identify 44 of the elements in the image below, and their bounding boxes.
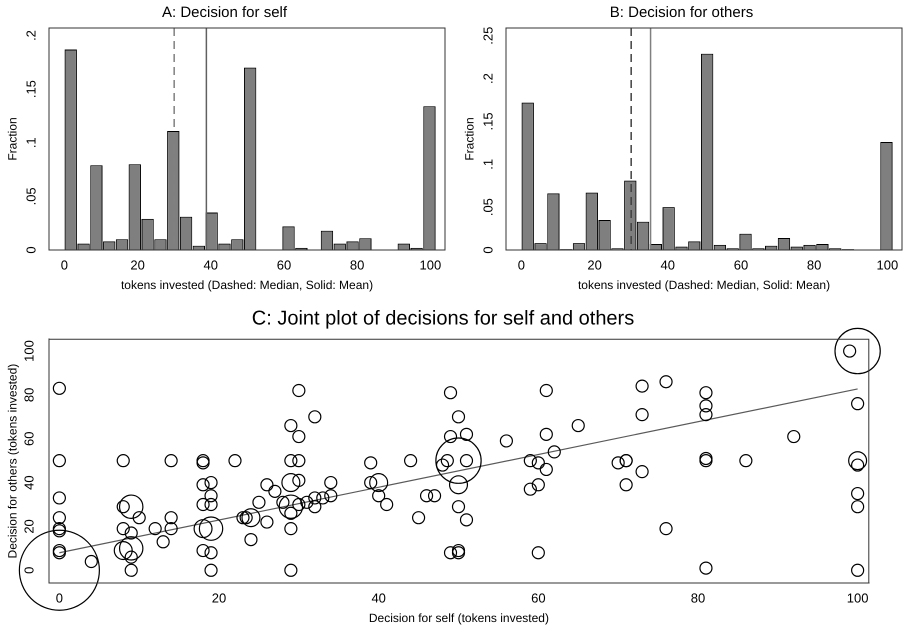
chart-title: B: Decision for others — [610, 4, 754, 22]
x-tick-label: 100 — [420, 257, 442, 272]
x-tick-label: 80 — [806, 257, 822, 272]
y-tick-label: 60 — [22, 432, 37, 446]
x-tick-label: 20 — [587, 257, 602, 272]
x-tick-label: 20 — [212, 590, 226, 606]
chart-title: C: Joint plot of decisions for self and others — [252, 308, 634, 330]
y-tick-label: 80 — [22, 388, 37, 402]
x-tick-label: 0 — [56, 590, 63, 606]
y-tick-label: .05 — [480, 198, 496, 216]
x-tick-label: 20 — [130, 257, 145, 272]
x-tick-label: 100 — [846, 590, 868, 606]
x-axis-title: Decision for self (tokens invested) — [368, 611, 549, 626]
y-tick-label: 0 — [480, 246, 496, 254]
chart-title: A: Decision for self — [162, 4, 288, 22]
y-tick-label: 0 — [22, 566, 37, 574]
y-tick-label: 40 — [22, 475, 37, 490]
x-tick-label: 40 — [371, 590, 386, 606]
y-axis-title: Fraction — [462, 117, 477, 161]
y-axis-title: Fraction — [6, 117, 20, 161]
x-tick-label: 40 — [204, 257, 218, 272]
x-tick-label: 0 — [60, 257, 68, 272]
x-tick-label: 0 — [518, 257, 525, 272]
y-tick-label: .15 — [480, 112, 496, 130]
x-axis-title: tokens invested (Dashed: Median, Solid: Mean) — [120, 278, 374, 292]
x-tick-label: 40 — [660, 257, 675, 272]
y-tick-label: .15 — [24, 80, 39, 98]
x-tick-label: 60 — [734, 257, 748, 272]
y-tick-label: .25 — [480, 26, 496, 45]
y-tick-label: .1 — [24, 137, 39, 148]
y-tick-label: 100 — [22, 340, 37, 362]
x-tick-label: 80 — [690, 590, 706, 606]
y-axis-title: Decision for others (tokens invested) — [6, 364, 20, 558]
x-tick-label: 80 — [350, 257, 364, 272]
x-tick-label: 100 — [876, 257, 898, 272]
y-tick-label: .2 — [480, 73, 496, 84]
y-tick-label: 20 — [22, 519, 37, 534]
x-axis-title: tokens invested (Dashed: Median, Solid: Mean) — [578, 278, 830, 292]
x-tick-label: 60 — [276, 257, 292, 272]
y-tick-label: 0 — [24, 246, 39, 254]
y-tick-label: .1 — [480, 158, 496, 170]
y-tick-label: .05 — [24, 187, 39, 206]
x-tick-label: 60 — [531, 590, 546, 606]
y-tick-label: .2 — [24, 30, 39, 41]
